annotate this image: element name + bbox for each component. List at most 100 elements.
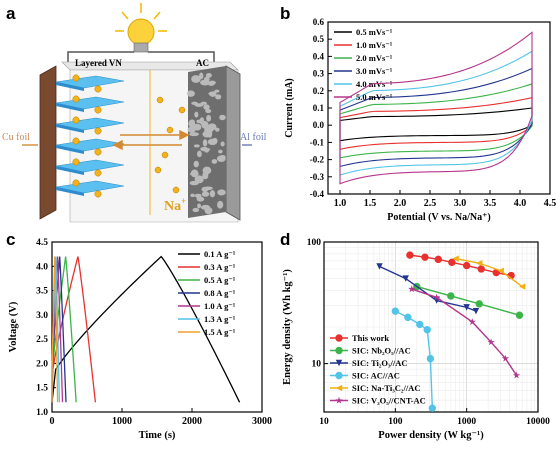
ac-pore: [206, 114, 212, 122]
na-ion: [94, 169, 102, 177]
x-tick-label: 2.0: [394, 198, 407, 209]
ac-pore: [193, 160, 199, 168]
ac-pore: [204, 207, 213, 215]
cu-foil: [39, 65, 57, 220]
wire-right: [148, 51, 215, 62]
x-tick-label: 3.5: [484, 198, 497, 209]
y-tick-label: -0.2: [310, 155, 325, 165]
na-ion: [94, 106, 102, 114]
na-ion: [94, 148, 102, 156]
y-tick-label: -0.1: [310, 137, 325, 147]
legend-marker: [335, 334, 343, 342]
data-point: [391, 307, 400, 315]
ac-pore: [217, 200, 224, 209]
panel-c-label: c: [6, 230, 16, 249]
ac-pore: [189, 180, 199, 186]
y-axis-label: Energy density (Wh kg⁻¹): [282, 269, 293, 385]
ac-pore: [205, 108, 212, 114]
x-tick-label: 1000: [457, 417, 476, 427]
legend-entry: This work: [352, 333, 389, 343]
data-point: [463, 304, 470, 311]
legend-entry: SIC: AC//AC: [352, 371, 400, 381]
al-foil: [225, 65, 241, 221]
legend-entry: 0.3 A g⁻¹: [204, 262, 236, 272]
ac-pore: [209, 190, 216, 198]
data-point: [501, 354, 510, 362]
y-tick-label: 0.4: [313, 51, 325, 61]
ac-pore: [193, 123, 202, 131]
ac-pore: [212, 137, 218, 144]
ac-pore: [214, 89, 220, 93]
plot-frame: [323, 241, 539, 413]
y-axis-label: Voltage (V): [8, 301, 19, 352]
legend-marker: [335, 359, 343, 367]
data-point: [416, 320, 424, 329]
ac-pore: [186, 90, 195, 97]
legend-entry: 1.0 A g⁻¹: [204, 301, 236, 311]
data-point: [434, 255, 442, 264]
data-point: [497, 267, 504, 274]
x-axis-label: Power density (W kg⁻¹): [378, 430, 484, 441]
na-ion: [72, 137, 80, 145]
ac-porous-texture: [186, 72, 226, 215]
legend-entry: 1.0 mVs⁻¹: [356, 40, 393, 50]
cv-curve: [339, 107, 533, 142]
cv-curve: [339, 83, 533, 159]
x-tick-label: 4.5: [544, 198, 556, 209]
y-tick-label: 10: [312, 360, 322, 370]
ragone-plot: 10 100 1000 10000 10 100 Power density (W kg⁻¹…: [282, 238, 550, 441]
gcd-curve: [51, 255, 241, 403]
ac-pore: [203, 186, 213, 191]
data-point: [426, 354, 435, 363]
na-ion: [178, 106, 186, 114]
data-point: [515, 311, 524, 319]
gcd-curve: [51, 256, 67, 403]
ac-pore: [190, 193, 195, 198]
ac-pore: [211, 159, 218, 164]
panel-b-label: b: [280, 4, 291, 23]
na-ion: [72, 116, 80, 124]
ac-pore: [200, 101, 207, 105]
panel-c-gcd-chart: c 1.0 1.5 2.0 2.5 3.0 3.5 4.0 4.5 0 1000 2000 3000 T…: [0, 228, 278, 449]
data-point: [433, 293, 441, 301]
ac-pore: [215, 94, 222, 100]
legend-entry: 0.8 A g⁻¹: [204, 288, 236, 298]
ac-pore: [194, 111, 199, 118]
y-tick-label: 3.0: [36, 311, 48, 321]
y-tick-label: 3.5: [36, 287, 48, 297]
gcd-curve: [51, 256, 59, 403]
y-tick-label: 0.3: [313, 69, 325, 79]
layered-vn-label: Layered VN: [75, 58, 122, 68]
ac-pore: [201, 121, 209, 129]
ac-pore: [190, 169, 199, 178]
x-tick-label: 1.5: [364, 198, 377, 209]
panel-d-label: d: [280, 230, 291, 249]
ac-pore: [194, 103, 204, 107]
data-point: [404, 313, 412, 322]
ac-pore: [202, 139, 208, 147]
series-line: [455, 257, 523, 288]
legend-marker: [335, 384, 343, 392]
na-ion: [156, 96, 164, 104]
legend-entry: SIC: Nb₂O₅//AC: [352, 346, 411, 356]
ac-pore: [215, 127, 220, 132]
gcd-plot: 1.0 1.5 2.0 2.5 3.0 3.5 4.0 4.5 0 1000 2000 3000 Tim…: [8, 238, 272, 441]
x-tick-label: 0: [50, 416, 55, 427]
na-ion: [161, 151, 169, 159]
legend-entry: 1.3 A g⁻¹: [204, 314, 236, 324]
ac-pore: [217, 189, 226, 196]
x-tick-label: 4.0: [514, 198, 527, 209]
vn-layer-edge: [56, 166, 84, 175]
y-tick-label: 0.0: [313, 120, 325, 130]
x-tick-label: 3.0: [454, 198, 467, 209]
y-tick-label: 0.5: [313, 34, 325, 44]
data-point: [447, 292, 455, 300]
y-tick-label: 100: [307, 238, 322, 248]
ac-pore: [218, 149, 223, 154]
x-axis-label: Time (s): [139, 430, 176, 441]
x-tick-label: 1.0: [334, 198, 347, 209]
cv-plot: -0.4 -0.3 -0.2 -0.1 0.0 0.1 0.2 0.3 0.4 0.5 0.6 1.0…: [284, 17, 556, 223]
na-ion: [72, 158, 80, 166]
ac-pore: [219, 154, 226, 160]
data-point: [428, 404, 437, 412]
